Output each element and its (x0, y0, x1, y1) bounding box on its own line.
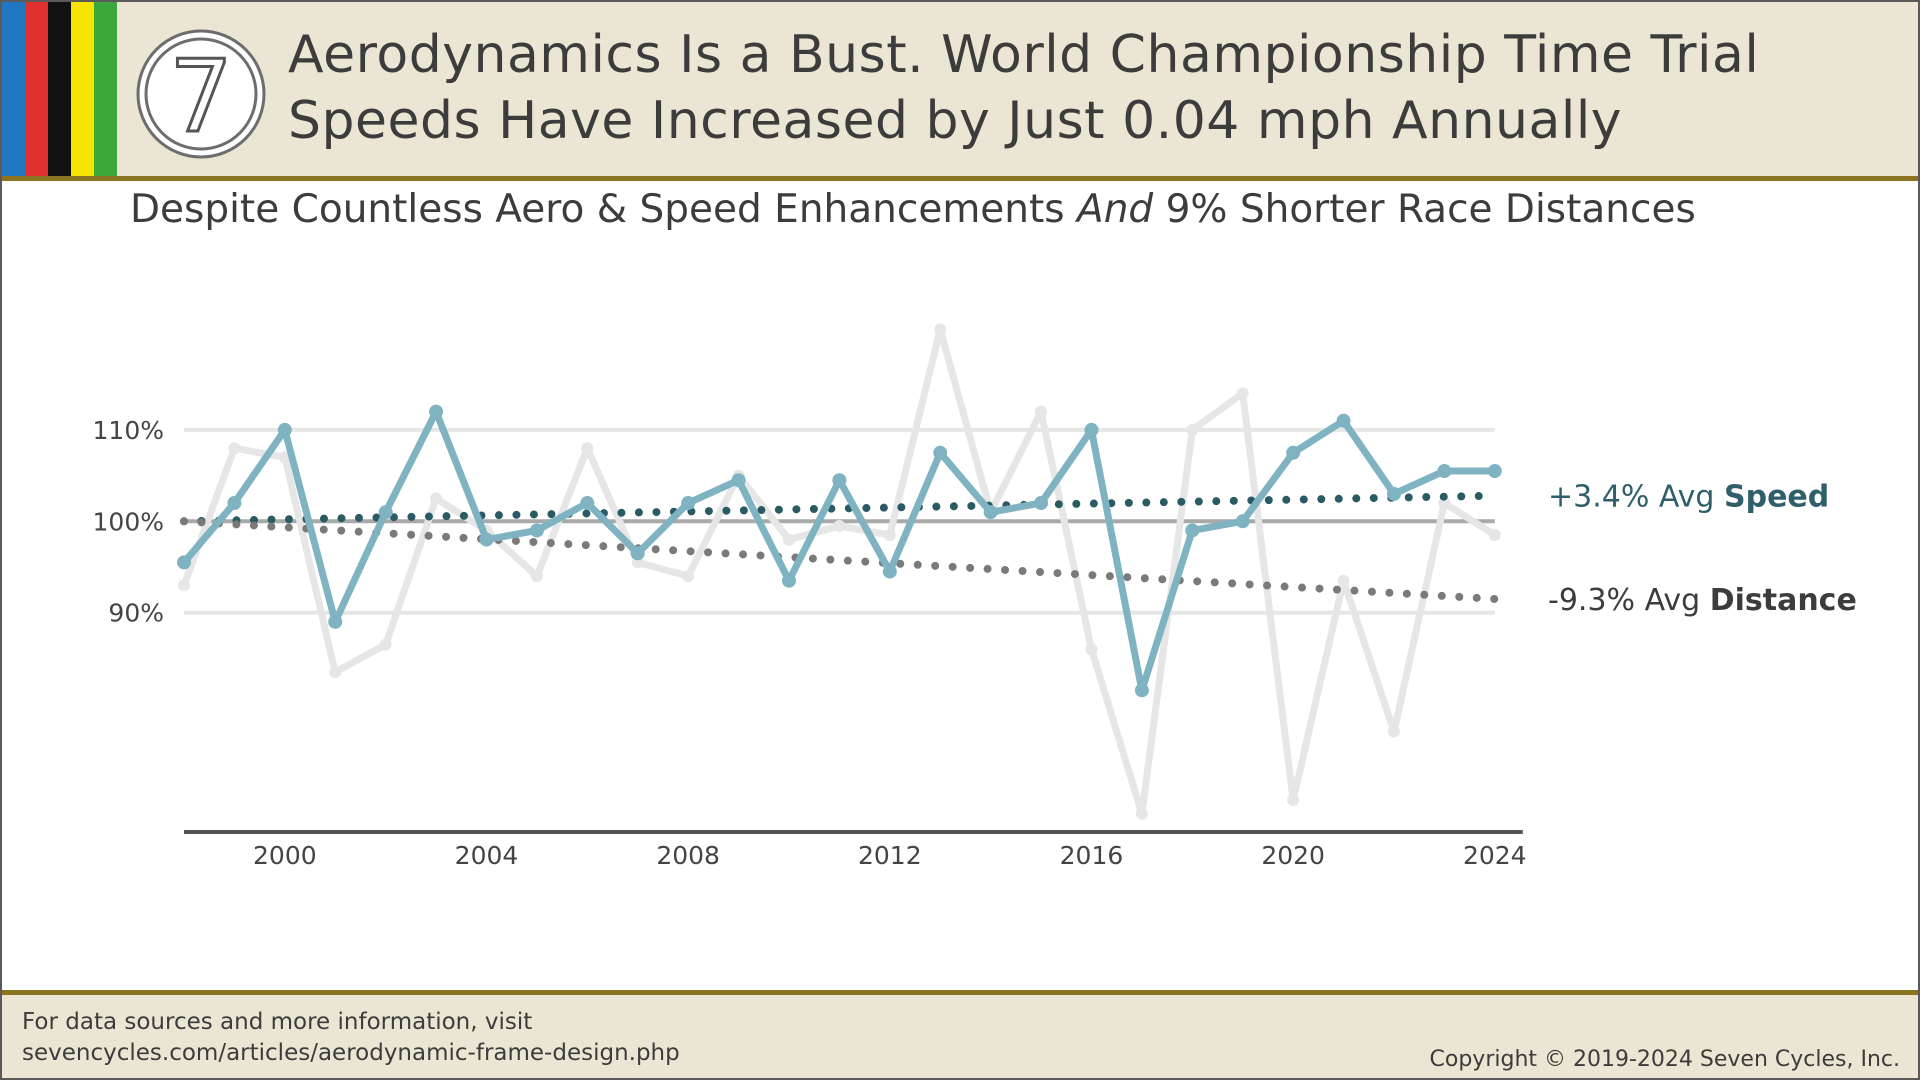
data-point-speed (832, 473, 847, 488)
subtitle-part-1: Despite Countless Aero & Speed Enhanceme… (130, 187, 1078, 232)
data-point-distance (1488, 529, 1501, 542)
series-line-distance (180, 325, 1499, 818)
data-point-distance (833, 519, 846, 532)
trend-label-series: Speed (1724, 480, 1829, 515)
data-point-speed (1084, 422, 1099, 437)
data-point-speed (731, 473, 746, 488)
copyright-text: Copyright © 2019-2024 Seven Cycles, Inc. (1429, 1047, 1900, 1072)
data-point-speed (1386, 486, 1401, 501)
data-point-speed (630, 546, 645, 561)
data-point-distance (682, 570, 695, 583)
data-point-distance (1387, 725, 1400, 738)
data-point-speed (529, 523, 544, 538)
data-point-distance (329, 666, 342, 679)
data-point-speed (781, 573, 796, 588)
data-point-distance (1438, 497, 1451, 510)
header-band: 7 Aerodynamics Is a Bust. World Champion… (2, 2, 1918, 181)
data-point-distance (1035, 405, 1048, 418)
stripe-4 (94, 2, 117, 176)
subtitle-part-3: 9% Shorter Race Distances (1153, 187, 1696, 232)
data-point-speed (1336, 413, 1351, 428)
data-point-distance (530, 570, 543, 583)
data-point-speed (933, 445, 948, 460)
title-line-1: Aerodynamics Is a Bust. World Championsh… (288, 25, 1760, 85)
stripe-3 (71, 2, 94, 176)
data-point-distance (379, 638, 392, 651)
data-point-distance (1186, 423, 1199, 436)
logo-text: 7 (169, 38, 233, 155)
trend-label-value: -9.3% Avg (1548, 583, 1710, 618)
data-point-distance (934, 323, 947, 336)
y-tick-label: 100% (93, 507, 164, 536)
x-tick-label: 2004 (455, 841, 519, 870)
x-tick-label: 2012 (858, 841, 922, 870)
chart-title: Aerodynamics Is a Bust. World Championsh… (288, 22, 1898, 154)
x-tick-label: 2020 (1261, 841, 1325, 870)
data-point-speed (1034, 496, 1049, 511)
source-note: For data sources and more information, v… (22, 1007, 680, 1069)
data-point-distance (1287, 794, 1300, 807)
data-point-speed (1134, 683, 1149, 698)
stripe-2 (48, 2, 71, 176)
stripe-1 (25, 2, 48, 176)
stripe-0 (2, 2, 25, 176)
data-point-speed (177, 555, 191, 570)
data-point-speed (1487, 464, 1502, 479)
x-tick-label: 2000 (253, 841, 317, 870)
data-point-distance (1085, 643, 1098, 656)
data-point-speed (983, 505, 998, 520)
data-point-speed (1185, 523, 1200, 538)
data-point-speed (882, 564, 897, 579)
data-point-distance (178, 579, 190, 592)
trend-label-distance: -9.3% Avg Distance (1548, 583, 1857, 618)
data-point-distance (1236, 387, 1249, 400)
footer-band: For data sources and more information, v… (2, 990, 1918, 1078)
data-point-speed (328, 614, 343, 629)
data-point-speed (429, 404, 444, 419)
trend-label-speed: +3.4% Avg Speed (1548, 480, 1829, 515)
trendline-distance (180, 517, 1499, 603)
data-point-distance (430, 492, 443, 505)
trend-label-value: +3.4% Avg (1548, 480, 1724, 515)
y-tick-label: 110% (93, 416, 164, 445)
data-point-distance (581, 442, 594, 455)
data-point-speed (227, 496, 242, 511)
source-line-2: sevencycles.com/articles/aerodynamic-fra… (22, 1040, 680, 1066)
source-line-1: For data sources and more information, v… (22, 1009, 533, 1035)
data-point-distance (228, 442, 241, 455)
x-tick-label: 2024 (1463, 841, 1527, 870)
data-point-speed (1286, 445, 1301, 460)
data-point-speed (681, 496, 696, 511)
data-point-distance (1135, 807, 1148, 820)
data-point-speed (277, 422, 292, 437)
y-tick-label: 90% (108, 599, 164, 628)
data-point-distance (883, 529, 896, 542)
data-point-distance (782, 533, 795, 546)
x-tick-label: 2008 (656, 841, 720, 870)
data-point-distance (1337, 574, 1350, 587)
data-point-speed (580, 496, 595, 511)
data-point-speed (479, 532, 494, 547)
trend-label-series: Distance (1710, 583, 1857, 618)
subtitle-emphasis: And (1077, 187, 1154, 232)
rainbow-stripes (2, 2, 117, 176)
chart-subtitle: Despite Countless Aero & Speed Enhanceme… (130, 187, 1830, 232)
seven-logo-icon: 7 (136, 29, 266, 159)
data-point-speed (1437, 464, 1452, 479)
data-point-speed (378, 505, 393, 520)
title-line-2: Speeds Have Increased by Just 0.04 mph A… (288, 91, 1623, 151)
data-point-speed (1235, 514, 1250, 529)
x-tick-label: 2016 (1060, 841, 1124, 870)
line-chart: 90% 100% 110% 2000 2004 2008 2012 2016 2020 2024 +… (93, 323, 1857, 870)
